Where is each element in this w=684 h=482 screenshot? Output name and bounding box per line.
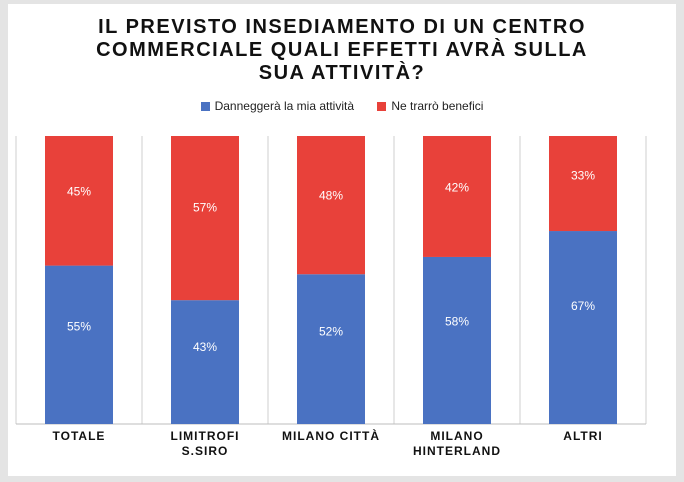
data-label-danneggera-3: 58% [445, 314, 469, 328]
data-label-danneggera-2: 52% [319, 325, 343, 339]
legend-label-danneggera: Danneggerà la mia attività [214, 99, 355, 113]
bar-danneggera-2 [297, 274, 365, 424]
legend-swatch-blue [200, 102, 210, 111]
category-label-3: MILANO [430, 429, 483, 443]
legend-swatch-red [377, 102, 387, 111]
category-label-0: TOTALE [53, 429, 106, 443]
bar-benefici-0 [45, 136, 113, 266]
category-label-4: ALTRI [563, 429, 602, 443]
data-label-danneggera-1: 43% [193, 340, 217, 354]
data-label-benefici-0: 45% [67, 185, 91, 199]
title-line-1: IL PREVISTO INSEDIAMENTO DI UN CENTRO [98, 16, 586, 38]
data-label-benefici-1: 57% [193, 201, 217, 215]
title-line-2: COMMERCIALE QUALI EFFETTI AVRÀ SULLA [96, 39, 588, 61]
bar-benefici-4 [549, 136, 617, 232]
bar-benefici-1 [171, 136, 239, 301]
bar-danneggera-4 [549, 231, 617, 424]
bar-danneggera-0 [45, 265, 113, 424]
legend-label-benefici: Ne trarrò benefici [391, 99, 484, 113]
data-label-benefici-3: 42% [445, 181, 469, 195]
legend-item-danneggera: Danneggerà la mia attività [200, 99, 355, 113]
legend-item-benefici: Ne trarrò benefici [377, 99, 483, 113]
category-label-1-line2: S.SIRO [182, 444, 229, 458]
data-label-benefici-2: 48% [319, 189, 343, 203]
data-label-danneggera-4: 67% [571, 299, 595, 313]
legend: Danneggerà la mia attività Ne trarrò ben… [8, 99, 676, 113]
title-line-3: SUA ATTIVITÀ? [258, 62, 426, 84]
data-label-danneggera-0: 55% [67, 320, 91, 334]
category-label-2: MILANO CITTÀ [282, 428, 380, 443]
bar-benefici-2 [297, 136, 365, 275]
category-label-1: LIMITROFI [171, 429, 240, 443]
bar-benefici-3 [423, 136, 491, 257]
category-label-3-line2: HINTERLAND [413, 444, 501, 458]
bar-danneggera-1 [171, 300, 239, 424]
chart-frame: IL PREVISTO INSEDIAMENTO DI UN CENTRO CO… [8, 4, 676, 476]
data-label-benefici-4: 33% [571, 169, 595, 183]
chart-title: IL PREVISTO INSEDIAMENTO DI UN CENTRO CO… [8, 16, 676, 85]
bar-danneggera-3 [423, 256, 491, 424]
